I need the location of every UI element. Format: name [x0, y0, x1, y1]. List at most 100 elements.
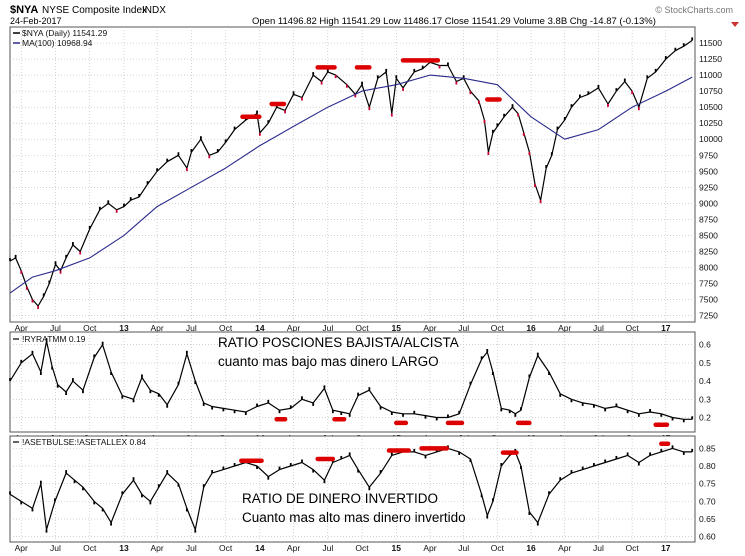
y-tick-label: 0.5 [699, 358, 711, 368]
data-point [368, 487, 371, 491]
x-tick-label: 16 [526, 323, 536, 333]
data-point [597, 84, 600, 88]
data-point [45, 529, 48, 533]
data-point [368, 387, 371, 391]
data-point [216, 149, 219, 153]
y-tick-label: 9750 [699, 150, 718, 160]
data-point [149, 390, 152, 394]
x-tick-label: Oct [491, 323, 505, 333]
y-tick-label: 10250 [699, 118, 723, 128]
y-tick-label: 0.60 [699, 532, 716, 542]
menu-arrow-icon[interactable] [731, 22, 739, 27]
data-point [438, 65, 441, 69]
x-tick-label: Apr [423, 323, 436, 333]
y-tick-label: 0.75 [699, 479, 716, 489]
y-tick-label: 11250 [699, 54, 722, 64]
x-tick-label: Oct [83, 323, 97, 333]
data-point [138, 193, 141, 197]
data-point [500, 408, 503, 412]
data-point [166, 470, 169, 474]
data-point [528, 152, 531, 156]
data-point [503, 113, 505, 117]
data-point [56, 384, 59, 388]
data-point [424, 455, 427, 459]
data-point [413, 448, 416, 452]
y-tick-label: 7250 [699, 311, 718, 321]
data-point [691, 448, 694, 452]
data-point [166, 158, 169, 162]
data-point [340, 455, 343, 459]
data-point [141, 374, 143, 378]
panel-frame [9, 26, 696, 323]
data-point [93, 354, 96, 358]
data-point [517, 113, 520, 117]
legend-label: !ASETBULSE:!ASETALLEX 0.84 [22, 437, 146, 447]
data-point [345, 84, 348, 88]
data-point [65, 392, 68, 395]
y-tick-label: 0.65 [699, 514, 716, 524]
data-point [20, 501, 23, 505]
data-point [435, 417, 438, 421]
x-tick-label: 16 [526, 543, 536, 553]
data-point [121, 491, 124, 495]
data-point [615, 455, 618, 459]
data-point [211, 406, 214, 410]
data-point [570, 399, 573, 403]
y-tick-label: 0.80 [699, 461, 716, 471]
data-point [190, 149, 193, 153]
data-point [323, 480, 326, 484]
x-tick-label: Apr [558, 543, 571, 553]
exchange-label: INDX [142, 5, 166, 16]
annotation-title: RATIO POSCIONES BAJISTA/ALCISTA [218, 335, 459, 350]
data-point [390, 452, 393, 456]
data-point [156, 168, 159, 172]
data-point [556, 126, 559, 130]
data-point [289, 405, 292, 409]
data-point [340, 412, 343, 415]
data-point [637, 107, 640, 111]
data-point [37, 305, 39, 309]
data-point [587, 91, 590, 95]
y-tick-label: 11500 [699, 38, 722, 48]
data-point [500, 463, 503, 467]
data-point [42, 293, 45, 297]
x-tick-label: Jul [50, 543, 61, 553]
annotation-subtitle: cuanto mas bajo mas dinero LARGO [218, 354, 439, 369]
data-point [402, 413, 404, 417]
x-tick-label: Oct [355, 323, 369, 333]
data-point [331, 410, 334, 414]
legend-label: !RYRATMM 0.19 [22, 334, 86, 344]
data-point [129, 197, 132, 201]
data-point [73, 480, 76, 484]
data-point [211, 470, 214, 474]
data-point [110, 372, 112, 375]
data-point [107, 200, 110, 204]
data-point [71, 378, 74, 382]
data-point [45, 338, 48, 342]
data-point [256, 403, 258, 407]
data-point [200, 136, 202, 140]
data-point [301, 459, 303, 463]
data-point [539, 200, 542, 204]
data-point [267, 476, 270, 480]
data-point [9, 258, 11, 262]
x-tick-label: Oct [219, 323, 233, 333]
data-point [278, 410, 281, 414]
data-point [31, 299, 34, 303]
data-point [278, 466, 281, 470]
data-point [536, 522, 539, 526]
x-tick-label: Jul [322, 543, 333, 553]
data-point [631, 91, 634, 95]
x-tick-label: Jul [186, 323, 197, 333]
data-point [177, 152, 180, 156]
quote-summary: Open 11496.82 High 11541.29 Low 11486.17… [252, 16, 656, 27]
data-point [194, 529, 197, 533]
data-point [664, 56, 667, 60]
data-point [483, 119, 486, 123]
data-point [581, 402, 584, 406]
legend-label: $NYA (Daily) 11541.29 [22, 28, 107, 38]
data-point [157, 484, 160, 488]
y-tick-label: 8000 [699, 262, 718, 272]
data-point [323, 385, 326, 389]
x-tick-label: Apr [423, 543, 436, 553]
